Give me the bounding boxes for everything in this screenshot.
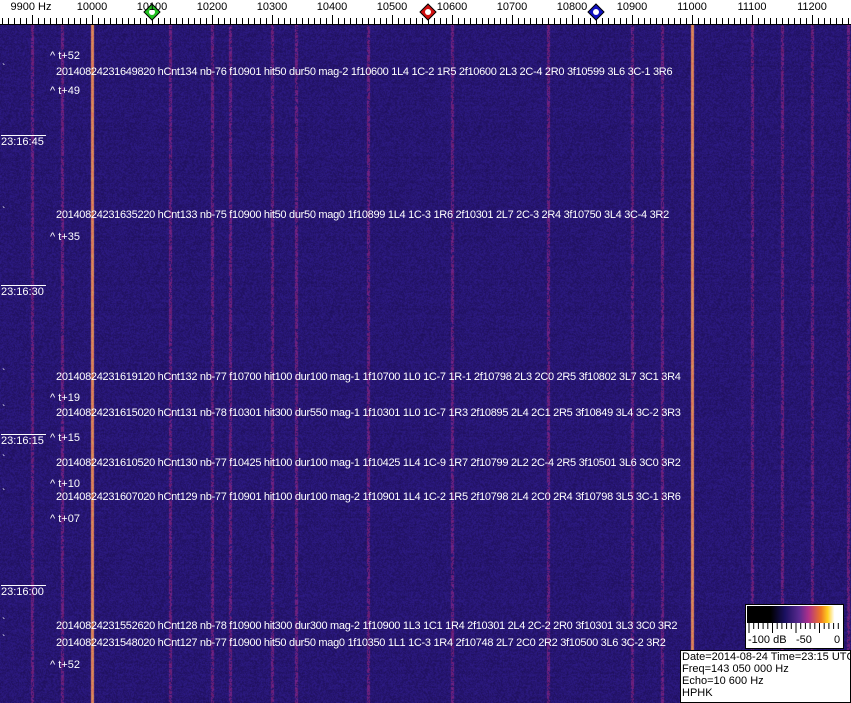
time-offset-marker: ^ t+19: [50, 392, 80, 404]
time-offset-marker: ^ t+49: [50, 85, 80, 97]
frequency-scale: 9900 Hz 10000 10100 10200 10300 10400 10500 10…: [0, 0, 851, 25]
colorbar-legend: -100 dB -50 0: [745, 604, 844, 649]
info-echo: Echo=10 600 Hz: [682, 675, 764, 687]
time-offset-marker: ^ t+07: [50, 513, 80, 525]
colorbar-label-max: 0: [834, 634, 841, 646]
frequency-ticks: [0, 3, 851, 25]
frequency-unit-label: 9900 Hz: [10, 1, 52, 13]
detection-tick-icon: `: [2, 404, 6, 415]
detection-tick-icon: `: [2, 63, 6, 74]
info-date-time: Date=2014-08-24 Time=23:15 UTC: [682, 651, 851, 663]
detection-tick-icon: `: [2, 617, 6, 628]
time-label: 23:16:45: [1, 135, 46, 148]
detection-tick-icon: `: [2, 488, 6, 499]
blue-marker[interactable]: [587, 3, 605, 21]
frequency-label: 10000: [76, 1, 108, 13]
detection-record: 20140824231610520 hCnt130 nb-77 f10425 h…: [56, 457, 681, 469]
green-marker[interactable]: [143, 3, 161, 21]
colorbar-label-min: -100 dB: [748, 634, 787, 646]
detection-record: 20140824231619120 hCnt132 nb-77 f10700 h…: [56, 371, 681, 383]
time-offset-marker: ^ t+35: [50, 231, 80, 243]
time-label: 23:16:15: [1, 434, 46, 447]
colorbar-gradient: [747, 606, 842, 623]
detection-tick-icon: `: [2, 634, 6, 645]
frequency-label: 10100: [136, 1, 168, 13]
detection-record: 20140824231552620 hCnt128 nb-78 f10900 h…: [56, 620, 678, 632]
frequency-label: 10600: [436, 1, 468, 13]
detection-tick-icon: `: [2, 206, 6, 217]
info-station: HPHK: [682, 687, 713, 699]
frequency-label: 10700: [496, 1, 528, 13]
frequency-label: 10900: [616, 1, 648, 13]
time-offset-marker: ^ t+52: [50, 50, 80, 62]
detection-record: 20140824231615020 hCnt131 nb-78 f10301 h…: [56, 407, 681, 419]
time-label: 23:16:30: [1, 285, 46, 298]
frequency-label: 10500: [376, 1, 408, 13]
info-frequency: Freq=143 050 000 Hz: [682, 663, 789, 675]
frequency-label: 11000: [677, 1, 707, 13]
detection-record: 20140824231649820 hCnt134 nb-76 f10901 h…: [56, 66, 673, 78]
detection-tick-icon: `: [2, 368, 6, 379]
frequency-label: 10300: [256, 1, 288, 13]
detection-record: 20140824231635220 hCnt133 nb-75 f10900 h…: [56, 209, 669, 221]
red-marker[interactable]: [419, 3, 437, 21]
detection-record: 20140824231607020 hCnt129 nb-77 f10901 h…: [56, 491, 681, 503]
colorbar-label-mid: -50: [796, 634, 812, 646]
colorbar-ticks: [748, 623, 839, 633]
time-offset-marker: ^ t+10: [50, 478, 80, 490]
detection-tick-icon: `: [2, 454, 6, 465]
frequency-label: 10200: [196, 1, 228, 13]
frequency-label: 11200: [797, 1, 827, 13]
time-offset-marker: ^ t+52: [50, 659, 80, 671]
time-offset-marker: ^ t+15: [50, 432, 80, 444]
time-label: 23:16:00: [1, 585, 46, 598]
detection-record: 20140824231548020 hCnt127 nb-77 f10900 h…: [56, 637, 666, 649]
frequency-label: 11100: [737, 1, 767, 13]
info-box: Date=2014-08-24 Time=23:15 UTC Freq=143 …: [680, 650, 851, 703]
frequency-label: 10400: [316, 1, 348, 13]
frequency-label: 10800: [556, 1, 588, 13]
waterfall-display[interactable]: [0, 25, 851, 703]
